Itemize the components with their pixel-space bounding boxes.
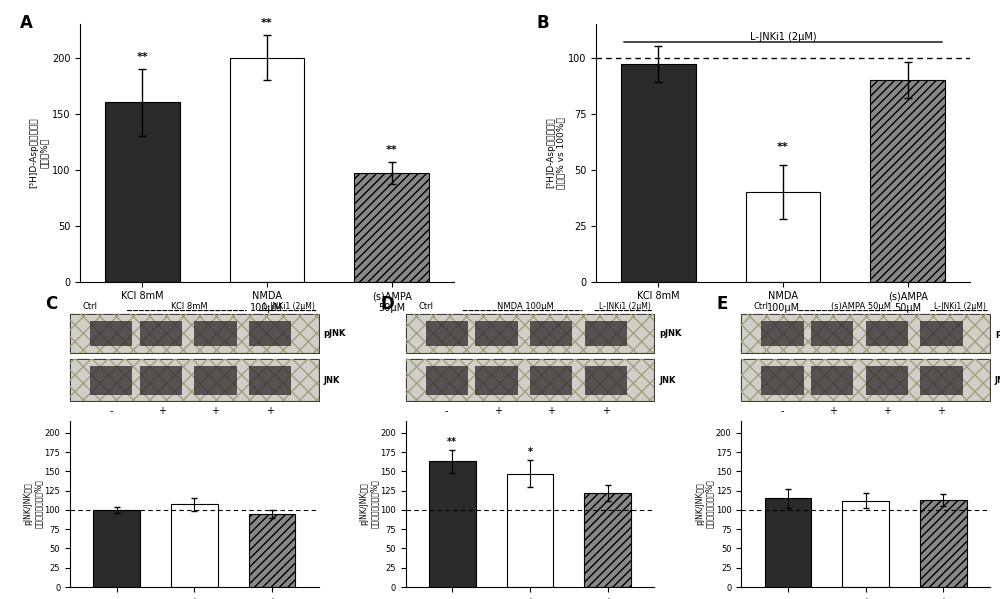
Bar bbox=[530, 320, 572, 346]
Text: JNK: JNK bbox=[659, 376, 676, 385]
Bar bbox=[842, 501, 889, 587]
Bar bbox=[406, 359, 654, 401]
Bar bbox=[621, 64, 696, 282]
Text: +: + bbox=[602, 406, 610, 416]
Text: NMDA 100μM: NMDA 100μM bbox=[497, 302, 553, 311]
Text: **: ** bbox=[386, 145, 397, 155]
Text: Ctrl: Ctrl bbox=[418, 302, 433, 311]
Text: **: ** bbox=[136, 52, 148, 62]
Bar bbox=[866, 320, 908, 346]
Bar bbox=[70, 359, 319, 401]
Text: C: C bbox=[45, 295, 57, 313]
Text: E: E bbox=[716, 295, 728, 313]
Bar bbox=[429, 461, 476, 587]
Bar bbox=[194, 320, 237, 346]
Bar bbox=[140, 366, 182, 395]
Bar bbox=[354, 173, 429, 282]
Text: +: + bbox=[158, 406, 166, 416]
Bar bbox=[70, 359, 319, 401]
Bar bbox=[70, 314, 319, 353]
Text: **: ** bbox=[777, 141, 789, 152]
Text: JNK: JNK bbox=[324, 376, 340, 385]
Bar bbox=[475, 366, 518, 395]
Text: +: + bbox=[494, 406, 502, 416]
Bar bbox=[811, 320, 853, 346]
Text: L-JNKi1 (2μM): L-JNKi1 (2μM) bbox=[599, 302, 650, 311]
Y-axis label: pJNK/JNK比例
（相对本底的增加%）: pJNK/JNK比例 （相对本底的增加%） bbox=[695, 480, 714, 528]
Text: -: - bbox=[781, 406, 784, 416]
Bar bbox=[93, 510, 140, 587]
Text: L-JNKi1 (2μM): L-JNKi1 (2μM) bbox=[934, 302, 986, 311]
Bar bbox=[870, 80, 945, 282]
Bar bbox=[761, 366, 804, 395]
Text: +: + bbox=[829, 406, 837, 416]
Text: Ctrl: Ctrl bbox=[82, 302, 97, 311]
Bar bbox=[194, 366, 237, 395]
Bar bbox=[920, 500, 967, 587]
Text: +: + bbox=[883, 406, 891, 416]
Bar bbox=[585, 366, 627, 395]
Text: pJNK: pJNK bbox=[995, 329, 1000, 338]
Text: +: + bbox=[938, 406, 946, 416]
Bar bbox=[70, 314, 319, 353]
Text: -: - bbox=[109, 406, 113, 416]
Bar bbox=[866, 366, 908, 395]
Text: L-JNKi1 (2μM): L-JNKi1 (2μM) bbox=[263, 302, 315, 311]
Y-axis label: [³H]D-Asp刺激的升高
（增加%）: [³H]D-Asp刺激的升高 （增加%） bbox=[30, 117, 49, 188]
Bar bbox=[741, 314, 990, 353]
Text: B: B bbox=[536, 14, 549, 32]
Text: L-JNKi1 (2μM): L-JNKi1 (2μM) bbox=[750, 32, 816, 42]
Y-axis label: pJNK/JNK比例
（相对本底的增加%）: pJNK/JNK比例 （相对本底的增加%） bbox=[24, 480, 43, 528]
Y-axis label: pJNK/JNK比例
（相对本底的增加%）: pJNK/JNK比例 （相对本底的增加%） bbox=[359, 480, 379, 528]
Bar bbox=[249, 320, 291, 346]
Bar bbox=[741, 359, 990, 401]
Bar bbox=[761, 320, 804, 346]
Text: +: + bbox=[211, 406, 219, 416]
Bar bbox=[426, 320, 468, 346]
Text: pJNK: pJNK bbox=[324, 329, 346, 338]
Text: +: + bbox=[266, 406, 274, 416]
Text: pJNK: pJNK bbox=[659, 329, 682, 338]
Bar bbox=[90, 320, 132, 346]
Text: D: D bbox=[381, 295, 395, 313]
Bar bbox=[746, 192, 820, 282]
Bar bbox=[90, 366, 132, 395]
Bar bbox=[920, 366, 963, 395]
Bar bbox=[249, 514, 295, 587]
Bar bbox=[105, 102, 180, 282]
Bar bbox=[741, 359, 990, 401]
Bar bbox=[585, 320, 627, 346]
Bar bbox=[230, 58, 304, 282]
Text: (s)AMPA 50μM: (s)AMPA 50μM bbox=[831, 302, 891, 311]
Bar bbox=[140, 320, 182, 346]
Text: KCl 8mM: KCl 8mM bbox=[171, 302, 208, 311]
Text: JNK: JNK bbox=[995, 376, 1000, 385]
Bar bbox=[507, 474, 553, 587]
Bar bbox=[249, 366, 291, 395]
Bar bbox=[741, 314, 990, 353]
Bar bbox=[171, 504, 218, 587]
Bar bbox=[530, 366, 572, 395]
Text: +: + bbox=[547, 406, 555, 416]
Y-axis label: [³H]D-Asp刺激的升高
（增加% vs 100%）: [³H]D-Asp刺激的升高 （增加% vs 100%） bbox=[546, 117, 565, 189]
Bar bbox=[475, 320, 518, 346]
Text: *: * bbox=[527, 447, 532, 458]
Text: **: ** bbox=[447, 437, 457, 447]
Text: A: A bbox=[20, 14, 33, 32]
Bar bbox=[811, 366, 853, 395]
Bar bbox=[584, 493, 631, 587]
Text: Ctrl: Ctrl bbox=[754, 302, 769, 311]
Bar bbox=[765, 498, 811, 587]
Bar bbox=[920, 320, 963, 346]
Bar bbox=[406, 314, 654, 353]
Text: **: ** bbox=[261, 19, 273, 28]
Bar bbox=[426, 366, 468, 395]
Bar bbox=[406, 314, 654, 353]
Text: -: - bbox=[445, 406, 448, 416]
Bar bbox=[406, 359, 654, 401]
